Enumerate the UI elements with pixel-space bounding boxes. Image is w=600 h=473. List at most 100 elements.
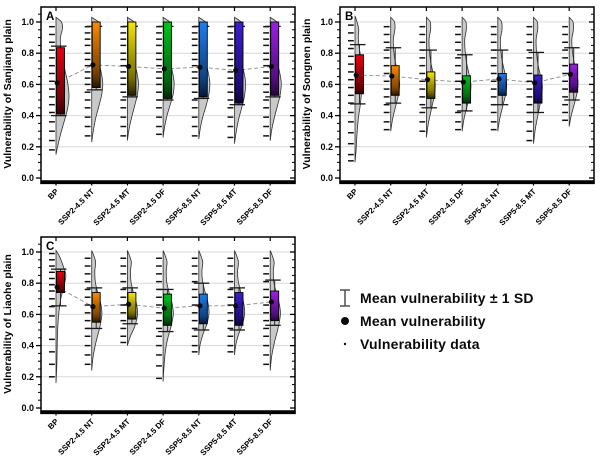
mean-dot	[567, 71, 573, 77]
category-c-2	[84, 250, 103, 371]
svg-text:0.4: 0.4	[21, 341, 34, 351]
legend-label-mean: Mean vulnerability	[360, 313, 486, 329]
category-c-1	[49, 248, 67, 384]
mean-dot	[161, 305, 167, 311]
mean-dot	[126, 301, 132, 307]
mean-dot	[353, 72, 359, 78]
svg-text:0.2: 0.2	[320, 142, 333, 152]
y-axis-title: Vulnerability of Sanjiang plain	[2, 19, 14, 169]
data-dot-icon	[330, 336, 360, 352]
x-tick-label: BP	[46, 417, 61, 432]
sd-bar	[234, 21, 244, 104]
sd-bar	[270, 290, 280, 322]
x-tick-label: SSP2-4.5 NT	[56, 187, 96, 227]
x-tick-label: SSP5-8.5 DF	[235, 187, 275, 227]
legend: Mean vulnerability ± 1 SD Mean vulnerabi…	[330, 288, 534, 354]
category-b-4	[455, 16, 473, 132]
x-tick-label: BP	[345, 187, 360, 202]
category-a-6	[227, 16, 246, 144]
mean-dot	[233, 303, 239, 309]
x-tick-label: SSP5-8.5 NT	[164, 187, 204, 227]
sd-bar	[234, 292, 244, 326]
y-axis-title: Vulnerability of Songnen plain	[301, 19, 313, 170]
panel-letter: B	[345, 11, 353, 23]
category-a-5	[191, 16, 211, 140]
mean-dot	[233, 67, 239, 73]
mean-dot	[54, 80, 60, 86]
category-c-6	[227, 250, 246, 356]
legend-row-sd: Mean vulnerability ± 1 SD	[330, 288, 534, 308]
category-b-5	[490, 16, 509, 132]
x-tick-label: SSP2-4.5 MT	[390, 187, 430, 227]
sd-bar	[91, 21, 101, 88]
mean-dot-icon	[330, 313, 360, 329]
sd-bar	[198, 21, 208, 98]
svg-text:1.0: 1.0	[21, 17, 34, 27]
svg-text:0.2: 0.2	[21, 372, 34, 382]
x-tick-label: SSP5-8.5 DF	[534, 187, 574, 227]
category-b-6	[526, 16, 544, 144]
category-a-2	[84, 16, 104, 143]
svg-text:0.8: 0.8	[21, 48, 34, 58]
x-tick-label: SSP2-4.5 NT	[56, 417, 96, 457]
mean-dot	[197, 64, 203, 70]
plot-frame	[40, 236, 296, 412]
x-tick-label: SSP5-8.5 MT	[199, 187, 239, 227]
sd-bar	[533, 74, 543, 104]
svg-text:1.0: 1.0	[21, 247, 34, 257]
sd-bar	[270, 21, 280, 96]
x-tick-label: SSP2-4.5 MT	[91, 417, 131, 457]
svg-text:0.6: 0.6	[21, 79, 34, 89]
x-tick-label: SSP5-8.5 DF	[235, 417, 275, 457]
svg-text:0.0: 0.0	[21, 173, 34, 183]
legend-row-data: Vulnerability data	[330, 334, 534, 354]
sd-bar	[198, 293, 208, 325]
category-b-1	[348, 15, 366, 163]
x-tick-label: SSP2-4.5 DF	[128, 187, 168, 227]
panel-letter: C	[46, 241, 54, 253]
sd-bar	[497, 73, 507, 96]
legend-label-data: Vulnerability data	[360, 336, 480, 352]
category-c-4	[156, 250, 174, 382]
y-axis: 0.0 0.2 0.4 0.6 0.8 1.0	[21, 243, 295, 413]
mean-dot	[161, 66, 167, 72]
svg-text:0.0: 0.0	[320, 173, 333, 183]
category-a-7	[263, 16, 282, 141]
plot-frame	[40, 6, 296, 182]
svg-text:1.0: 1.0	[320, 17, 333, 27]
category-a-4	[156, 16, 175, 138]
svg-text:0.4: 0.4	[21, 111, 34, 121]
sd-bar	[127, 21, 137, 96]
category-b-7	[562, 16, 580, 127]
x-tick-label: SSP2-4.5 DF	[427, 187, 467, 227]
x-tick-label: SSP5-8.5 MT	[498, 187, 538, 227]
y-axis: 0.0 0.2 0.4 0.6 0.8 1.0	[320, 13, 594, 183]
mean-dot	[268, 63, 274, 70]
category-c-3	[120, 250, 139, 346]
category-a-3	[120, 16, 139, 141]
mean-dot	[90, 304, 96, 310]
category-c-5	[191, 250, 210, 356]
x-tick-label: SSP2-4.5 DF	[128, 417, 168, 457]
x-tick-label: SSP2-4.5 NT	[355, 187, 395, 227]
y-axis: 0.0 0.2 0.4 0.6 0.8 1.0	[21, 13, 295, 183]
category-c-7	[263, 250, 281, 371]
svg-text:0.2: 0.2	[21, 142, 34, 152]
svg-text:0.0: 0.0	[21, 403, 34, 413]
svg-text:0.4: 0.4	[320, 111, 333, 121]
mean-dot	[496, 76, 502, 82]
mean-dot	[54, 284, 60, 290]
x-tick-label: BP	[46, 187, 61, 202]
mean-dot	[460, 79, 466, 85]
errorbar-icon	[330, 287, 360, 309]
mean-dot	[90, 62, 96, 68]
sd-bar	[56, 271, 65, 294]
panel-letter: A	[46, 11, 54, 23]
y-axis-title: Vulnerability of Liaohe plain	[2, 254, 14, 394]
category-b-3	[419, 16, 437, 138]
sd-bar	[462, 75, 472, 104]
